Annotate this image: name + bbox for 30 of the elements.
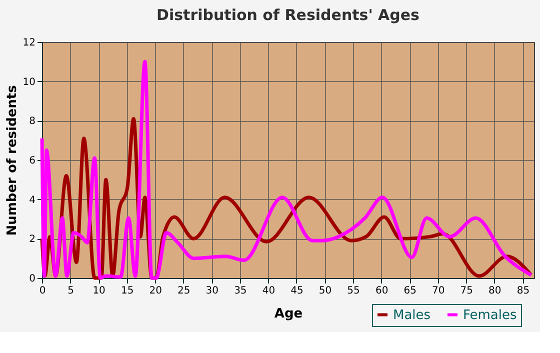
x-tick-label: 40 [262, 286, 276, 296]
x-tick-label: 70 [432, 286, 445, 296]
y-tick-label: 8 [29, 116, 36, 128]
y-axis-title: Number of residents [4, 84, 20, 236]
x-tick-label: 35 [234, 286, 247, 296]
x-tick-label: 15 [120, 286, 134, 296]
y-tick-label: 12 [22, 38, 36, 48]
x-tick-label: 45 [290, 286, 304, 296]
legend-label: Males [393, 308, 431, 323]
y-tick-label: 6 [29, 156, 36, 166]
x-tick-label: 0 [39, 286, 46, 296]
x-tick-label: 75 [460, 286, 474, 296]
chart-title: Distribution of Residents' Ages [156, 6, 420, 24]
x-tick-label: 80 [488, 286, 502, 296]
x-tick-label: 30 [206, 286, 219, 296]
x-tick-label: 10 [92, 286, 106, 296]
x-tick-label: 50 [318, 286, 332, 296]
x-axis-title: Age [274, 306, 303, 322]
x-tick-label: 20 [149, 286, 162, 296]
x-tick-label: 5 [68, 286, 74, 296]
y-tick-label: 2 [29, 234, 36, 246]
x-tick-label: 55 [347, 286, 360, 296]
x-tick-label: 60 [375, 286, 388, 296]
x-tick-label: 25 [178, 286, 190, 296]
x-tick-label: 65 [404, 286, 416, 296]
x-tick-label: 85 [516, 286, 530, 296]
y-tick-label: 4 [29, 194, 36, 206]
y-tick-label: 10 [22, 76, 36, 88]
y-tick-label: 0 [29, 274, 36, 284]
legend-label: Females [463, 308, 518, 323]
